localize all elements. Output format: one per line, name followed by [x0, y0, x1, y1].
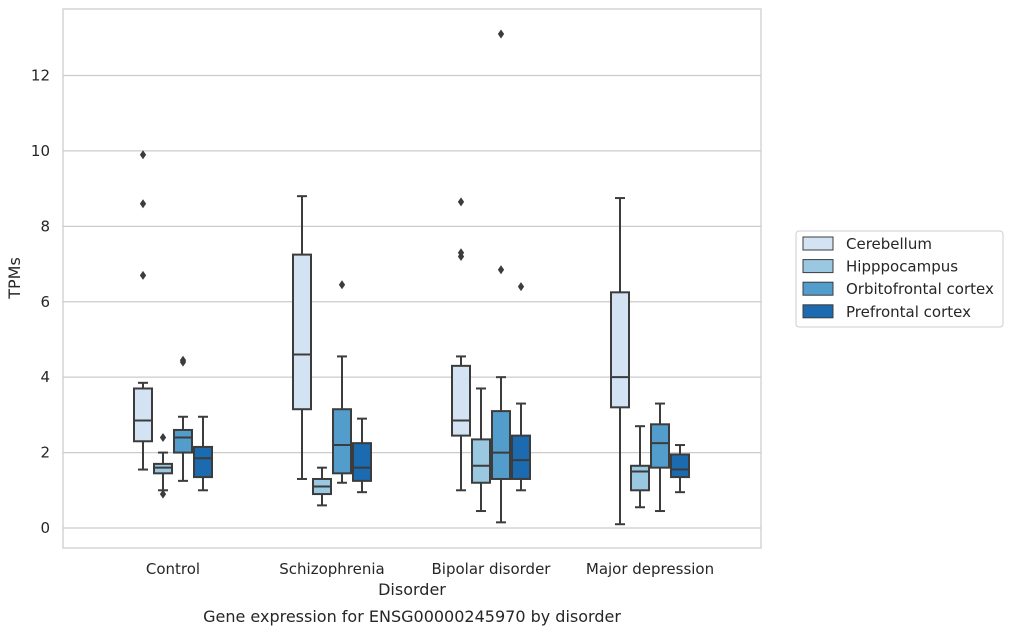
legend-swatch — [802, 259, 834, 274]
iqr-box — [292, 253, 312, 411]
box-prefrontal-cortex — [193, 415, 213, 492]
iqr-box — [451, 364, 471, 437]
y-tick-label: 6 — [40, 293, 50, 311]
figure-caption: Gene expression for ENSG00000245970 by d… — [203, 607, 621, 626]
iqr-box — [133, 387, 153, 443]
box-cerebellum — [292, 195, 312, 480]
iqr-box — [471, 438, 491, 484]
outlier-point — [159, 433, 167, 442]
box-cerebellum — [451, 197, 471, 492]
box-hipppocampus — [153, 433, 173, 499]
box-orbitofrontal-cortex — [491, 29, 511, 524]
iqr-box — [193, 445, 213, 479]
box-prefrontal-cortex — [352, 417, 372, 494]
legend-swatch — [802, 304, 834, 319]
boxes-layer — [133, 29, 690, 526]
legend: Cerebellum Hipppocampus Orbitofrontal cort… — [795, 230, 1004, 328]
legend-swatch — [802, 281, 834, 296]
legend-label: Hipppocampus — [846, 258, 958, 276]
outlier-point — [159, 489, 167, 499]
x-tick-labels: Control Schizophrenia Bipolar disorder Majo… — [146, 560, 714, 578]
iqr-box — [173, 428, 193, 454]
iqr-box — [332, 408, 352, 475]
legend-label: Cerebellum — [846, 235, 932, 253]
x-tick-label: Major depression — [586, 560, 714, 578]
x-tick-label: Schizophrenia — [279, 560, 384, 578]
y-tick-label: 10 — [31, 142, 50, 160]
y-tick-label: 12 — [31, 67, 50, 85]
y-tick-label: 8 — [40, 217, 50, 235]
iqr-box — [670, 453, 690, 479]
box-prefrontal-cortex — [670, 444, 690, 494]
legend-label: Orbitofrontal cortex — [846, 280, 994, 298]
outlier-point — [457, 197, 465, 207]
legend-frame — [795, 230, 1004, 328]
plot-background — [62, 8, 762, 549]
box-cerebellum — [133, 150, 153, 471]
legend-label: Prefrontal cortex — [846, 303, 971, 321]
iqr-box — [610, 291, 630, 409]
box-hipppocampus — [312, 466, 332, 507]
outlier-point — [139, 150, 147, 160]
box-orbitofrontal-cortex — [332, 280, 352, 484]
box-hipppocampus — [630, 425, 650, 509]
y-tick-label: 0 — [40, 519, 50, 537]
x-axis-label: Disorder — [378, 580, 446, 599]
x-tick-label: Bipolar disorder — [432, 560, 552, 578]
outlier-point — [497, 265, 505, 275]
outlier-point — [517, 282, 525, 292]
box-orbitofrontal-cortex — [173, 355, 193, 482]
iqr-box — [630, 464, 650, 492]
outlier-point — [338, 280, 346, 290]
box-cerebellum — [610, 197, 630, 526]
box-orbitofrontal-cortex — [650, 402, 670, 513]
y-axis-label: TPMs — [5, 257, 24, 300]
y-tick-label: 4 — [40, 368, 50, 386]
box-hipppocampus — [471, 387, 491, 513]
outlier-point — [139, 199, 147, 209]
iqr-box — [650, 423, 670, 469]
y-tick-label: 2 — [40, 444, 50, 462]
iqr-box — [511, 434, 531, 480]
iqr-box — [352, 442, 372, 482]
outlier-point — [179, 355, 187, 365]
outlier-point — [497, 29, 505, 39]
iqr-box — [491, 410, 511, 480]
y-tick-labels: 0 2 4 6 8 10 12 — [31, 67, 50, 538]
x-tick-label: Control — [146, 560, 200, 578]
box-prefrontal-cortex — [511, 282, 531, 492]
outlier-point — [139, 270, 147, 280]
outlier-point — [457, 248, 465, 258]
legend-swatch — [802, 236, 834, 251]
